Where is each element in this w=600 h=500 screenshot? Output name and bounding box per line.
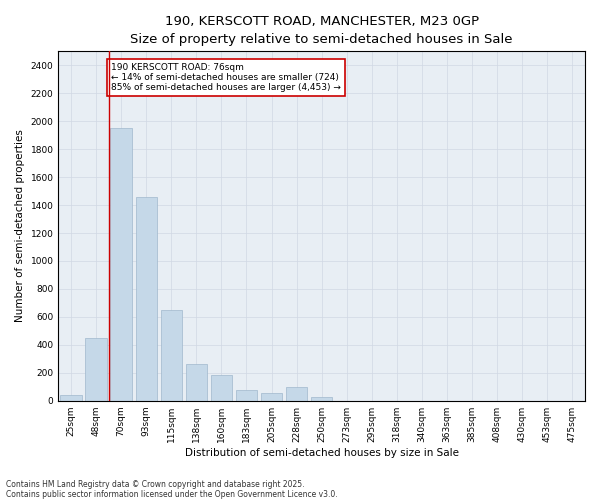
Bar — [110, 128, 132, 400]
Bar — [60, 395, 82, 400]
Title: 190, KERSCOTT ROAD, MANCHESTER, M23 0GP
Size of property relative to semi-detach: 190, KERSCOTT ROAD, MANCHESTER, M23 0GP … — [130, 15, 513, 46]
Y-axis label: Number of semi-detached properties: Number of semi-detached properties — [15, 130, 25, 322]
Bar — [85, 338, 107, 400]
Bar — [261, 393, 282, 400]
Bar — [286, 386, 307, 400]
Bar — [161, 310, 182, 400]
Bar — [236, 390, 257, 400]
Text: Contains HM Land Registry data © Crown copyright and database right 2025.
Contai: Contains HM Land Registry data © Crown c… — [6, 480, 338, 499]
Bar — [211, 375, 232, 400]
Bar — [136, 196, 157, 400]
Bar — [311, 396, 332, 400]
X-axis label: Distribution of semi-detached houses by size in Sale: Distribution of semi-detached houses by … — [185, 448, 459, 458]
Text: 190 KERSCOTT ROAD: 76sqm
← 14% of semi-detached houses are smaller (724)
85% of : 190 KERSCOTT ROAD: 76sqm ← 14% of semi-d… — [111, 62, 341, 92]
Bar — [185, 364, 207, 400]
